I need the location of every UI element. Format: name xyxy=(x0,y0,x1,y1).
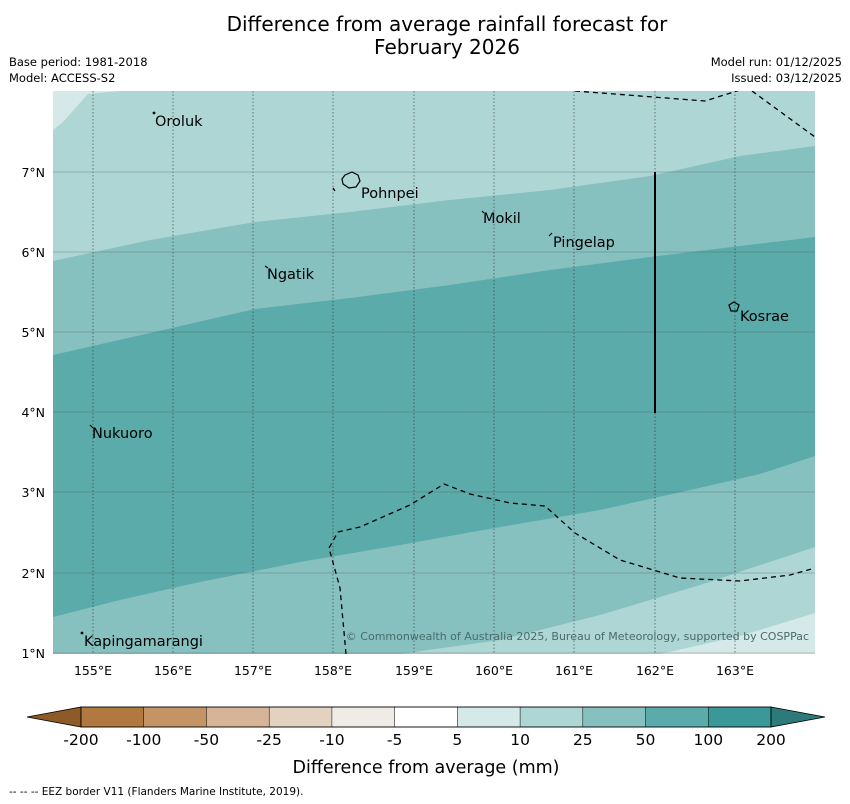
colorbar-tick-label: -25 xyxy=(257,731,282,749)
lat-label-5n: 5°N xyxy=(21,325,45,340)
base-period: Base period: 1981-2018 xyxy=(9,55,148,69)
copyright-notice: © Commonwealth of Australia 2025, Bureau… xyxy=(346,630,809,643)
colorbar-segment xyxy=(457,706,521,728)
colorbar-arrow-left xyxy=(26,706,82,728)
colorbar-segment xyxy=(394,706,459,728)
place-kapingamarangi: Kapingamarangi xyxy=(84,634,203,650)
eez-borders xyxy=(328,91,815,654)
colorbar-segments xyxy=(80,706,772,728)
title-line-1: Difference from average rainfall forecas… xyxy=(226,12,668,36)
lon-label-163e: 163°E xyxy=(716,663,754,678)
colorbar-tick-label: -10 xyxy=(319,731,344,749)
place-pohnpei: Pohnpei xyxy=(361,186,419,202)
colorbar-segment xyxy=(268,706,333,728)
pingelap-atoll xyxy=(548,232,553,237)
colorbar-segment xyxy=(519,706,584,728)
lon-label-158e: 158°E xyxy=(314,663,352,678)
eez-source-note: -- -- -- EEZ border V11 (Flanders Marine… xyxy=(9,786,304,798)
lon-label-159e: 159°E xyxy=(395,663,433,678)
parallels xyxy=(53,171,815,654)
eez-border-south xyxy=(328,483,815,654)
colorbar-arrow-right xyxy=(770,706,826,728)
place-pingelap: Pingelap xyxy=(553,235,615,251)
colorbar-segment xyxy=(645,706,709,728)
run-info: Model run: 01/12/2025 Issued: 03/12/2025 xyxy=(711,54,842,86)
eez-border-north xyxy=(574,91,739,102)
map-title: Difference from average rainfall forecas… xyxy=(0,13,850,59)
colorbar-segment xyxy=(331,706,396,728)
lon-label-156e: 156°E xyxy=(154,663,192,678)
place-oroluk: Oroluk xyxy=(155,114,203,130)
lon-label-161e: 161°E xyxy=(555,663,593,678)
islands xyxy=(80,111,740,635)
nukuoro-atoll xyxy=(89,424,94,429)
pohnpei-island xyxy=(341,171,361,189)
colorbar-tick-label: 5 xyxy=(452,731,462,749)
kosrae-island xyxy=(728,301,740,312)
model-name: Model: ACCESS-S2 xyxy=(9,71,116,85)
kapingamarangi-atoll xyxy=(80,631,84,635)
colorbar-segment xyxy=(143,706,208,728)
colorbar-tick-label: -50 xyxy=(194,731,219,749)
title-line-2: February 2026 xyxy=(374,35,520,59)
colorbar-frame xyxy=(80,706,772,728)
lon-label-157e: 157°E xyxy=(234,663,272,678)
lon-label-155e: 155°E xyxy=(74,663,112,678)
colorbar-tick-label: 50 xyxy=(636,731,656,749)
place-ngatik: Ngatik xyxy=(267,267,315,283)
colorbar-tick-label: -5 xyxy=(387,731,402,749)
colorbar-tick-label: -100 xyxy=(126,731,161,749)
lat-label-6n: 6°N xyxy=(21,245,45,260)
issued-date: Issued: 03/12/2025 xyxy=(731,71,842,85)
ant-atoll xyxy=(332,187,336,192)
oroluk-atoll xyxy=(152,111,156,115)
colorbar-tick-label: -200 xyxy=(63,731,98,749)
place-kosrae: Kosrae xyxy=(740,309,789,325)
place-nukuoro: Nukuoro xyxy=(92,426,153,442)
band-10-25-bottom xyxy=(400,547,815,654)
model-info: Base period: 1981-2018 Model: ACCESS-S2 xyxy=(9,54,148,86)
colorbar-segment xyxy=(708,706,772,728)
colorbar-segment xyxy=(206,706,270,728)
colorbar-ticks: -200 -100 -50 -25 -10 -5 5 10 25 50 100 200 xyxy=(63,731,785,749)
lat-label-3n: 3°N xyxy=(21,485,45,500)
rainfall-bands xyxy=(53,91,815,654)
lon-label-160e: 160°E xyxy=(475,663,513,678)
model-run: Model run: 01/12/2025 xyxy=(710,55,842,69)
band-5-10-top xyxy=(53,91,120,130)
ngatik-atoll xyxy=(264,265,269,269)
lat-label-2n: 2°N xyxy=(21,566,45,581)
colorbar-tick-label: 10 xyxy=(510,731,530,749)
eez-border-northeast xyxy=(751,91,815,138)
lat-label-1n: 1°N xyxy=(21,646,45,661)
lat-label-4n: 4°N xyxy=(21,405,45,420)
colorbar-tick-label: 25 xyxy=(573,731,593,749)
band-5-10-bottom xyxy=(660,613,815,654)
lat-label-7n: 7°N xyxy=(21,165,45,180)
colorbar: -200 -100 -50 -25 -10 -5 5 10 25 50 100 200 Differe… xyxy=(26,706,826,778)
mokil-atoll xyxy=(481,210,485,214)
colorbar-segment xyxy=(80,706,145,728)
colorbar-tick-label: 100 xyxy=(693,731,723,749)
colorbar-title: Difference from average (mm) xyxy=(292,758,559,778)
colorbar-tick-label: 200 xyxy=(756,731,786,749)
lon-label-162e: 162°E xyxy=(636,663,674,678)
place-mokil: Mokil xyxy=(483,211,521,227)
colorbar-segment xyxy=(582,706,647,728)
